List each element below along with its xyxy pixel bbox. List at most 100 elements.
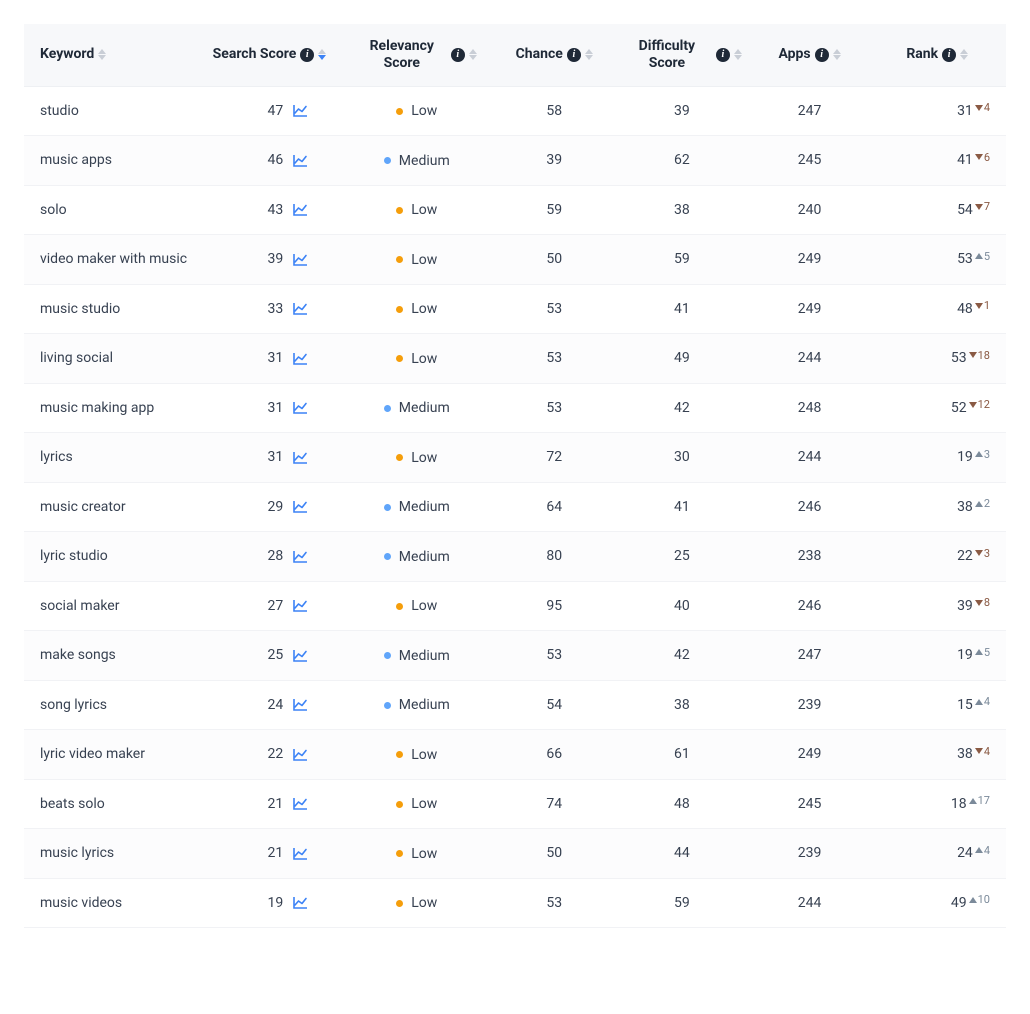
chart-icon[interactable] (293, 154, 308, 167)
info-icon[interactable]: i (942, 48, 956, 62)
column-header-chance[interactable]: Chance i (495, 24, 613, 86)
table-row: lyric video maker 22 Low 6661249 38 4 (24, 730, 1006, 780)
rank-delta: 7 (975, 200, 990, 213)
cell-keyword[interactable]: video maker with music (24, 235, 201, 285)
cell-relevancy: Low (338, 878, 495, 928)
cell-keyword[interactable]: music videos (24, 878, 201, 928)
chart-icon[interactable] (293, 352, 308, 365)
sort-icon[interactable] (734, 49, 742, 60)
chart-icon[interactable] (293, 401, 308, 414)
chart-icon[interactable] (293, 203, 308, 216)
cell-keyword[interactable]: living social (24, 334, 201, 384)
cell-difficulty: 42 (613, 631, 750, 681)
cell-keyword[interactable]: music making app (24, 383, 201, 433)
rank-value: 52 (951, 400, 967, 416)
cell-keyword[interactable]: music apps (24, 136, 201, 186)
chart-icon[interactable] (293, 302, 308, 315)
sort-icon[interactable] (98, 49, 106, 60)
cell-relevancy: Medium (338, 136, 495, 186)
table-header-row: Keyword Search Score i Relevancy Score i… (24, 24, 1006, 86)
cell-keyword[interactable]: music lyrics (24, 829, 201, 879)
cell-relevancy: Low (338, 730, 495, 780)
relevancy-label: Low (411, 252, 437, 268)
cell-apps: 239 (751, 829, 869, 879)
rank-value: 31 (957, 103, 973, 119)
cell-keyword[interactable]: social maker (24, 581, 201, 631)
chart-icon[interactable] (293, 649, 308, 662)
info-icon[interactable]: i (716, 48, 730, 62)
info-icon[interactable]: i (567, 48, 581, 62)
cell-keyword[interactable]: make songs (24, 631, 201, 681)
cell-relevancy: Low (338, 185, 495, 235)
cell-search-score: 21 (201, 779, 338, 829)
cell-keyword[interactable]: music studio (24, 284, 201, 334)
rank-delta-value: 1 (984, 299, 990, 312)
column-header-keyword[interactable]: Keyword (24, 24, 201, 86)
rank-value: 19 (957, 449, 973, 465)
rank-value: 15 (957, 697, 973, 713)
column-header-apps[interactable]: Apps i (751, 24, 869, 86)
search-score-value: 33 (267, 301, 283, 317)
cell-apps: 249 (751, 235, 869, 285)
chart-icon[interactable] (293, 550, 308, 563)
cell-relevancy: Low (338, 235, 495, 285)
cell-keyword[interactable]: song lyrics (24, 680, 201, 730)
sort-icon[interactable] (833, 49, 841, 60)
cell-difficulty: 30 (613, 433, 750, 483)
column-header-difficulty[interactable]: Difficulty Score i (613, 24, 750, 86)
cell-keyword[interactable]: beats solo (24, 779, 201, 829)
relevancy-label: Medium (399, 697, 450, 713)
relevancy-dot-icon (384, 652, 391, 659)
relevancy-label: Low (411, 747, 437, 763)
cell-keyword[interactable]: solo (24, 185, 201, 235)
sort-icon[interactable] (960, 49, 968, 60)
info-icon[interactable]: i (300, 48, 314, 62)
table-row: solo 43 Low 5938240 54 7 (24, 185, 1006, 235)
cell-relevancy: Low (338, 334, 495, 384)
cell-keyword[interactable]: studio (24, 86, 201, 136)
cell-apps: 245 (751, 779, 869, 829)
rank-delta: 10 (969, 893, 990, 906)
cell-chance: 53 (495, 383, 613, 433)
cell-keyword[interactable]: lyric video maker (24, 730, 201, 780)
chart-icon[interactable] (293, 698, 308, 711)
rank-delta: 5 (975, 646, 990, 659)
cell-keyword[interactable]: lyrics (24, 433, 201, 483)
chart-icon[interactable] (293, 748, 308, 761)
cell-relevancy: Low (338, 779, 495, 829)
info-icon[interactable]: i (815, 48, 829, 62)
column-header-search[interactable]: Search Score i (201, 24, 338, 86)
chart-icon[interactable] (293, 451, 308, 464)
search-score-value: 31 (267, 449, 283, 465)
sort-icon[interactable] (469, 49, 477, 60)
cell-search-score: 47 (201, 86, 338, 136)
sort-icon[interactable] (585, 49, 593, 60)
rank-delta-value: 4 (984, 101, 990, 114)
column-header-rank[interactable]: Rank i (868, 24, 1006, 86)
cell-keyword[interactable]: music creator (24, 482, 201, 532)
rank-delta-value: 8 (984, 596, 990, 609)
chart-icon[interactable] (293, 847, 308, 860)
rank-delta: 12 (969, 398, 990, 411)
cell-difficulty: 59 (613, 878, 750, 928)
chart-icon[interactable] (293, 599, 308, 612)
chart-icon[interactable] (293, 104, 308, 117)
search-score-value: 43 (267, 202, 283, 218)
sort-icon[interactable] (318, 49, 326, 60)
cell-search-score: 25 (201, 631, 338, 681)
search-score-value: 24 (267, 697, 283, 713)
chart-icon[interactable] (293, 500, 308, 513)
table-row: music creator 29 Medium 6441246 38 2 (24, 482, 1006, 532)
column-header-relevancy[interactable]: Relevancy Score i (338, 24, 495, 86)
rank-delta: 3 (975, 547, 990, 560)
cell-apps: 246 (751, 581, 869, 631)
search-score-value: 39 (267, 251, 283, 267)
rank-value: 49 (951, 895, 967, 911)
relevancy-label: Medium (399, 648, 450, 664)
chart-icon[interactable] (293, 797, 308, 810)
info-icon[interactable]: i (451, 48, 465, 62)
chart-icon[interactable] (293, 896, 308, 909)
chart-icon[interactable] (293, 253, 308, 266)
relevancy-dot-icon (396, 751, 403, 758)
cell-keyword[interactable]: lyric studio (24, 532, 201, 582)
